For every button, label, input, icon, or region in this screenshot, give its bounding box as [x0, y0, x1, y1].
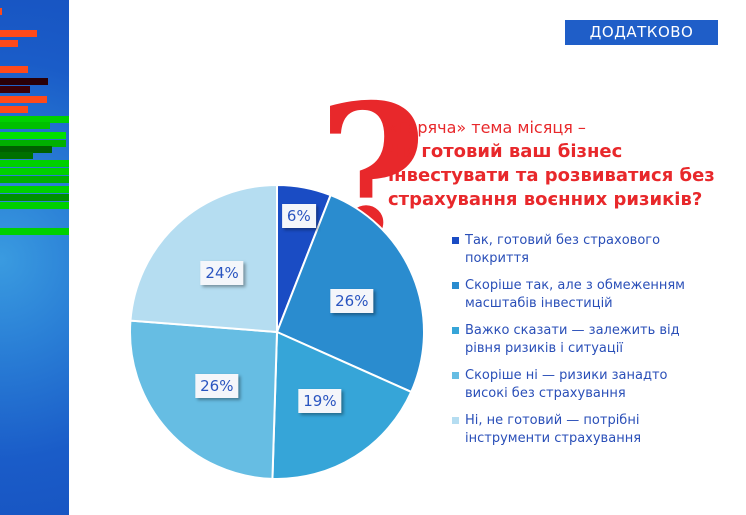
legend-swatch — [452, 327, 459, 334]
decorative-bar — [0, 8, 2, 15]
pie-slice — [129, 183, 278, 334]
decorative-bar — [0, 202, 69, 209]
decorative-bar — [0, 116, 69, 123]
slice-label: 19% — [298, 388, 342, 413]
legend-label: Ні, не готовий — потрібні інструменти ст… — [465, 413, 642, 446]
subtitle: «Гаряча» тема місяця – — [388, 118, 586, 137]
decorative-bar — [0, 96, 47, 103]
legend-item: Важко сказати — залежить від рівня ризик… — [452, 322, 712, 358]
decorative-bar — [0, 106, 28, 113]
pie-slice — [129, 319, 279, 480]
decorative-bar — [0, 66, 28, 73]
legend: Так, готовий без страхового покриття Скор… — [452, 232, 712, 457]
decorative-bar — [0, 228, 69, 235]
legend-item: Скоріше ні — ризики занадто високі без с… — [452, 367, 712, 403]
legend-item: Так, готовий без страхового покриття — [452, 232, 712, 268]
decorative-bar — [0, 122, 50, 129]
legend-swatch — [452, 417, 459, 424]
slice-label: 26% — [330, 289, 374, 314]
decorative-bar — [0, 146, 52, 153]
decorative-bar — [0, 132, 66, 139]
pie-slice — [271, 330, 413, 480]
legend-swatch — [452, 237, 459, 244]
decorative-bar — [0, 40, 18, 47]
decorative-bar — [0, 86, 30, 93]
decorative-strip — [0, 0, 69, 515]
section-tag: ДОДАТКОВО — [565, 20, 718, 45]
legend-item: Ні, не готовий — потрібні інструменти ст… — [452, 412, 712, 448]
legend-label: Так, готовий без страхового покриття — [465, 233, 661, 266]
slice-label: 26% — [195, 373, 239, 398]
decorative-bar — [0, 168, 69, 175]
legend-label: Скоріше так, але з обмеженням масштабів … — [465, 278, 685, 311]
decorative-bar — [0, 176, 69, 183]
decorative-bar — [0, 152, 33, 159]
legend-label: Важко сказати — залежить від рівня ризик… — [465, 323, 680, 356]
legend-swatch — [452, 282, 459, 289]
legend-item: Скоріше так, але з обмеженням масштабів … — [452, 277, 712, 313]
decorative-bar — [0, 140, 66, 147]
legend-swatch — [452, 372, 459, 379]
slice-label: 6% — [281, 204, 316, 229]
decorative-bar — [0, 78, 48, 85]
chart-title: Чи готовий ваш бізнес інвестувати та роз… — [388, 141, 715, 210]
decorative-bar — [0, 186, 69, 193]
decorative-bar — [0, 160, 69, 167]
legend-label: Скоріше ні — ризики занадто високі без с… — [465, 368, 668, 401]
decorative-bar — [0, 194, 69, 201]
decorative-bar — [0, 30, 37, 37]
slice-label: 24% — [200, 260, 244, 285]
